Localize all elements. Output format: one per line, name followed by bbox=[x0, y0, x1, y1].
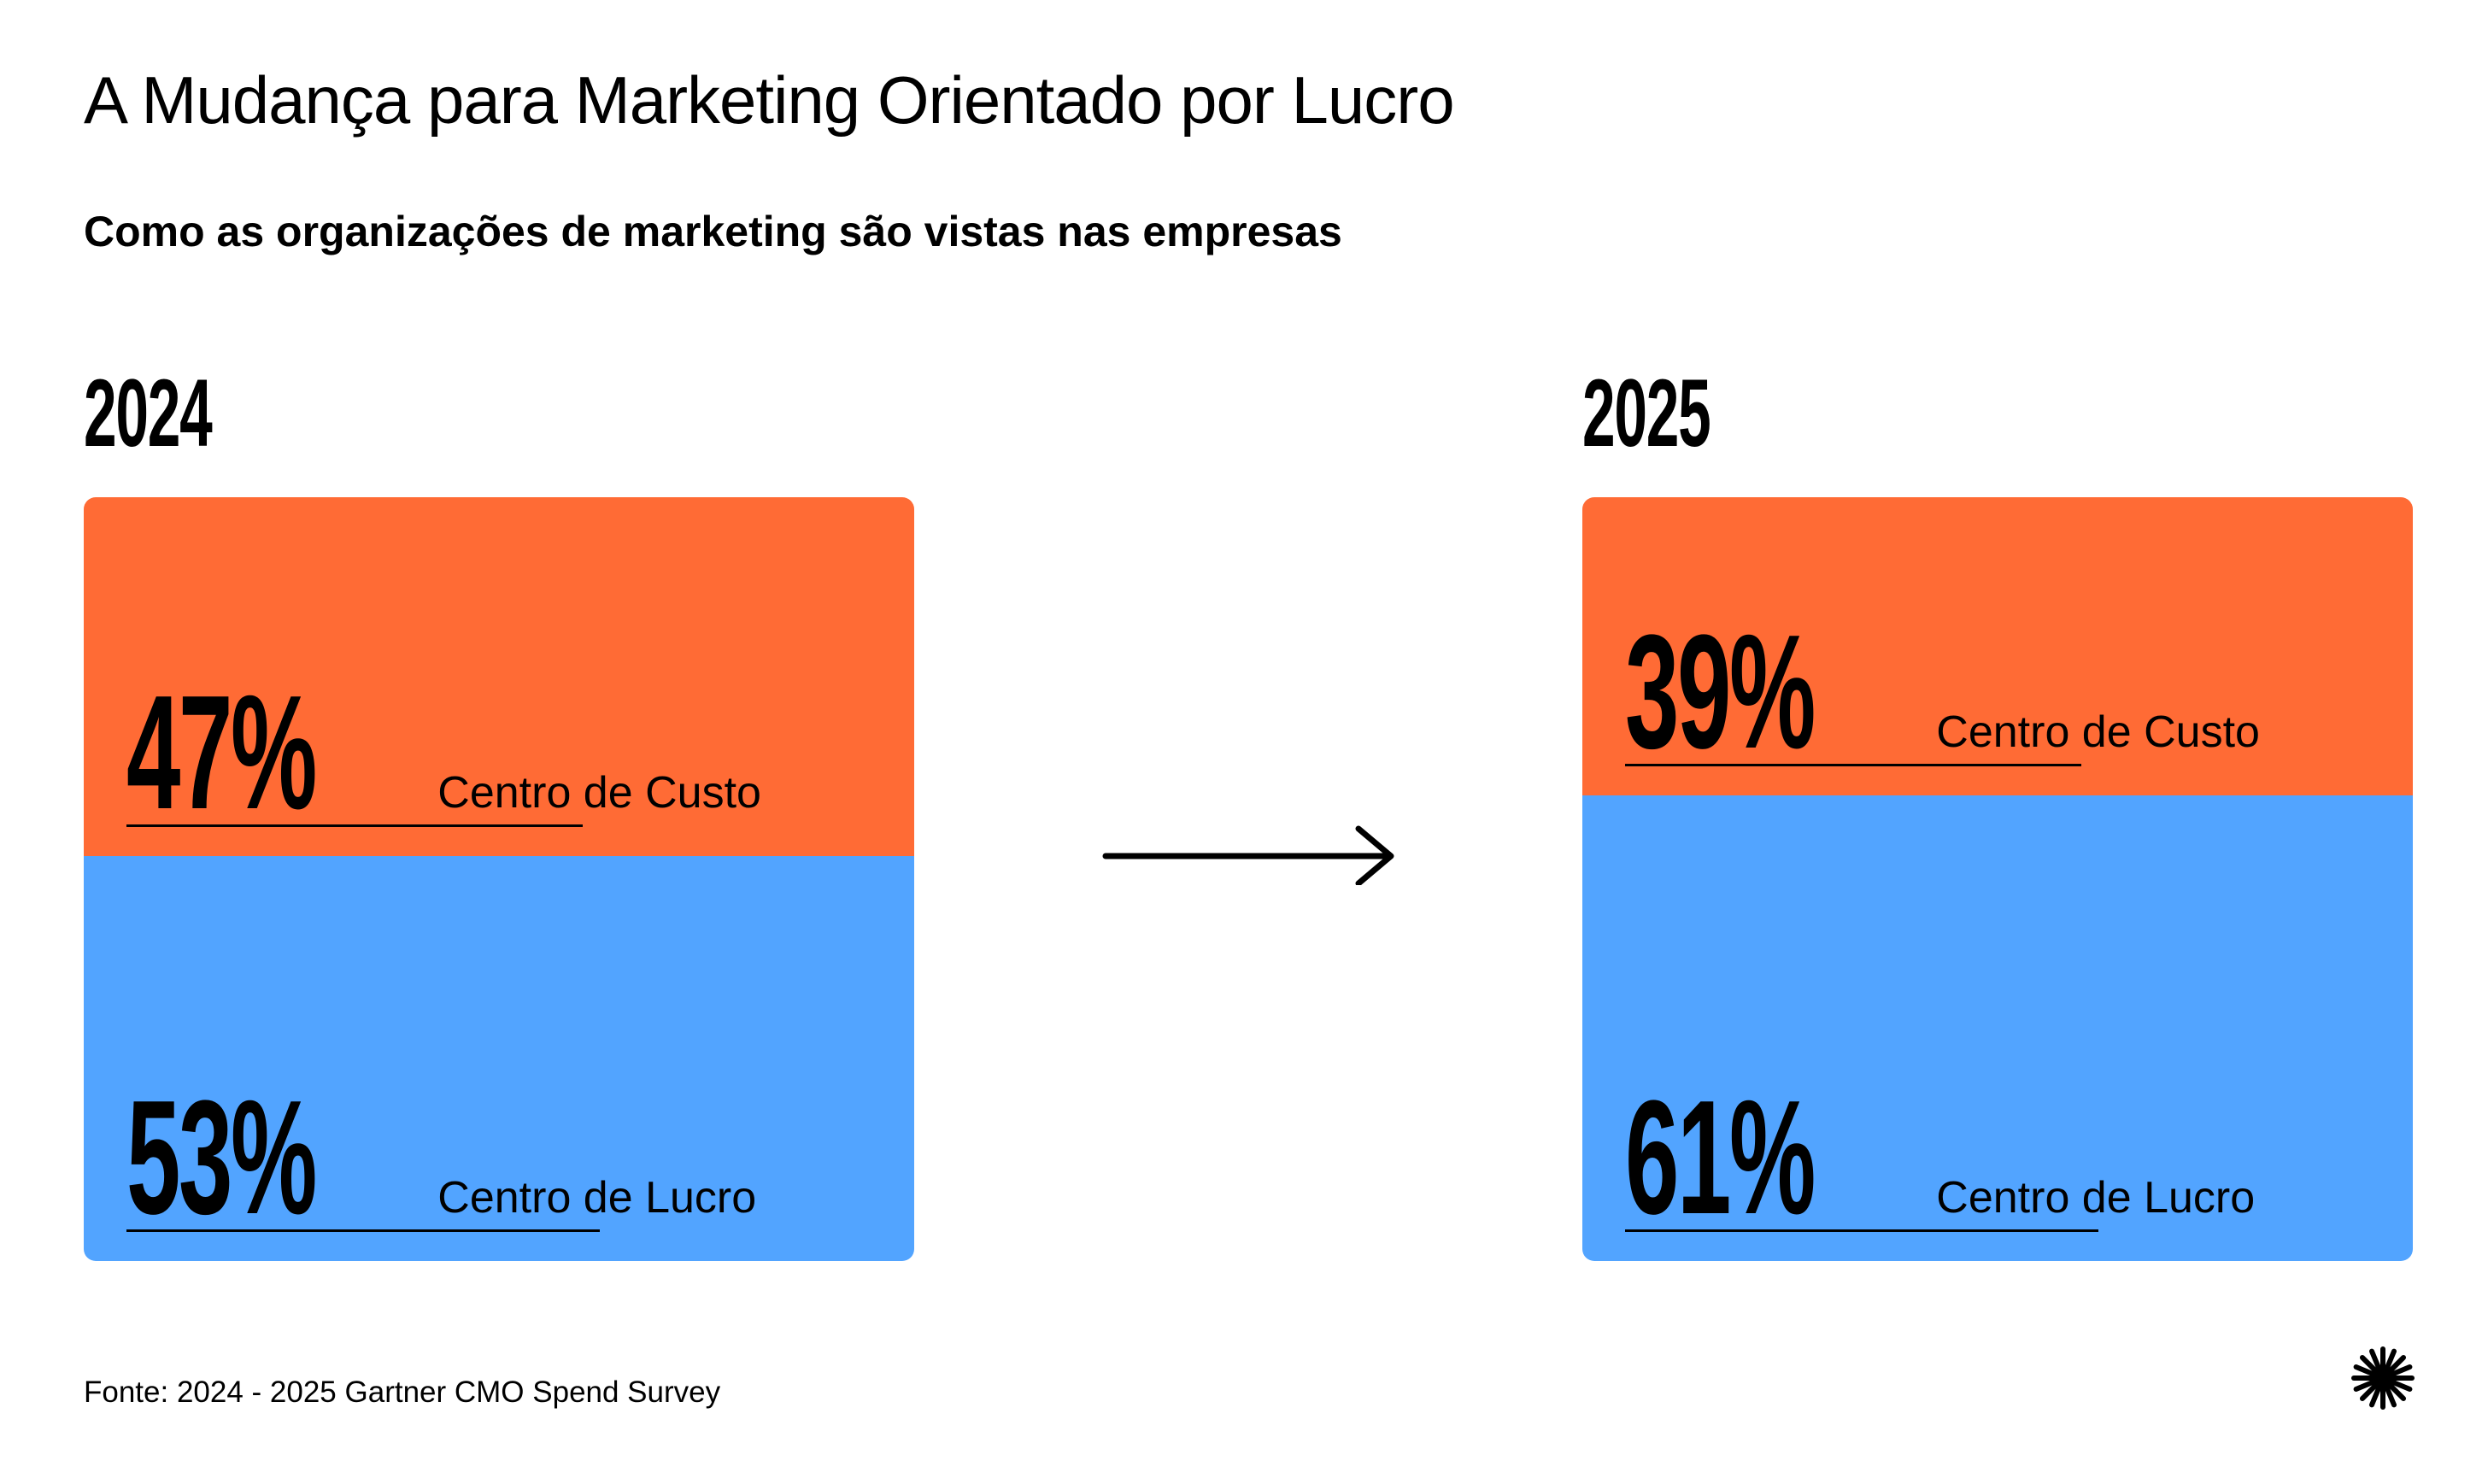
year-label-2025: 2025 bbox=[1582, 360, 1711, 466]
right-arrow-icon bbox=[1102, 825, 1394, 885]
cost-center-percent-2024: 47% bbox=[126, 662, 317, 844]
cost-center-name-2024: Centro de Custo bbox=[437, 768, 761, 818]
cost-center-label-2025: 39% Centro de Custo bbox=[1625, 601, 2260, 783]
profit-center-percent-2025: 61% bbox=[1625, 1067, 1816, 1249]
profit-center-underline-2024 bbox=[126, 1229, 600, 1232]
profit-center-segment-2025: 61% Centro de Lucro bbox=[1582, 795, 2413, 1261]
cost-center-underline-2024 bbox=[126, 824, 583, 827]
profit-center-name-2024: Centro de Lucro bbox=[437, 1173, 757, 1223]
cost-center-segment-2025: 39% Centro de Custo bbox=[1582, 497, 2413, 795]
profit-center-percent-2024: 53% bbox=[126, 1067, 317, 1249]
page-subtitle: Como as organizações de marketing são vi… bbox=[84, 208, 1342, 255]
page-title: A Mudança para Marketing Orientado por L… bbox=[84, 62, 1455, 138]
source-note: Fonte: 2024 - 2025 Gartner CMO Spend Sur… bbox=[84, 1375, 721, 1409]
profit-center-name-2025: Centro de Lucro bbox=[1936, 1173, 2256, 1223]
cost-center-label-2024: 47% Centro de Custo bbox=[126, 662, 761, 844]
cost-center-segment-2024: 47% Centro de Custo bbox=[84, 497, 914, 856]
year-label-2024: 2024 bbox=[84, 360, 213, 466]
burst-logo-core bbox=[2371, 1366, 2395, 1390]
profit-center-underline-2025 bbox=[1625, 1229, 2098, 1232]
profit-center-label-2025: 61% Centro de Lucro bbox=[1625, 1067, 2256, 1249]
cost-center-percent-2025: 39% bbox=[1625, 601, 1816, 783]
profit-center-segment-2024: 53% Centro de Lucro bbox=[84, 856, 914, 1261]
profit-center-label-2024: 53% Centro de Lucro bbox=[126, 1067, 757, 1249]
burst-logo-icon bbox=[2351, 1346, 2415, 1410]
cost-center-underline-2025 bbox=[1625, 764, 2081, 766]
stacked-bar-2025: 39% Centro de Custo 61% Centro de Lucro bbox=[1582, 497, 2413, 1261]
cost-center-name-2025: Centro de Custo bbox=[1936, 707, 2260, 757]
stacked-bar-2024: 47% Centro de Custo 53% Centro de Lucro bbox=[84, 497, 914, 1261]
